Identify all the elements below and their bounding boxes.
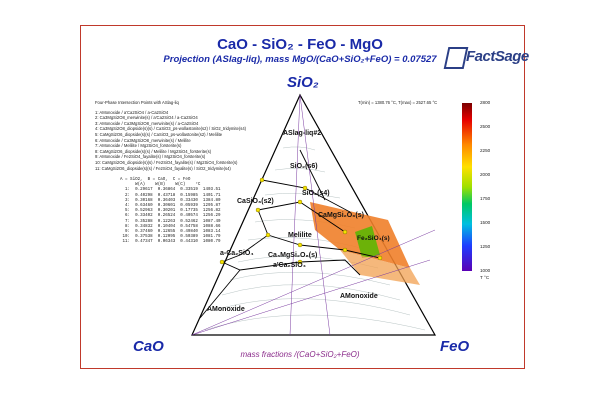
region-label-amono1: AMonoxide [207, 306, 245, 313]
legend-item: 5: CaMgSi2O6_diopside(s)(s) / CaSiO3_ps-… [95, 131, 223, 137]
join-line [299, 94, 331, 336]
legend-item: 7: AMonoxide / Melilite / Mg2SiO4_forste… [95, 143, 182, 149]
intersection-point [219, 259, 225, 265]
boundary-line [221, 234, 269, 263]
boundary-line [257, 209, 301, 246]
colorbar-tick: 2250 [480, 148, 491, 153]
isotherm [282, 146, 316, 151]
legend-item: 11: CaMgSi2O6_diopside(s)(s) / Fe2SiO4_f… [95, 165, 231, 171]
table-row: 1: 0.29617 0.36864 0.33519 1403.51 [120, 188, 221, 193]
table-row: 4: 0.63460 0.30601 0.05939 1295.87 [120, 204, 221, 209]
region-label-camgsi: CaMgSi₂O₆(s) [318, 212, 364, 219]
table-row: 11: 0.47347 0.06343 0.44310 1080.79 [120, 240, 221, 245]
intersection-point [302, 185, 308, 191]
region-label-fe2sio4: Fe₂SiO₄(s) [357, 235, 390, 242]
intersection-point [297, 199, 303, 205]
region-label-aslag: ASlag-liq#2 [283, 130, 322, 137]
intersection-point [377, 255, 383, 261]
compound-joins [191, 94, 436, 336]
figure-frame [80, 25, 525, 369]
table-row: 9: 0.37460 0.12655 0.49840 1083.14 [120, 230, 221, 235]
legend-item: 10: CaMgSi2O6_diopside(s)(s) / Fe2SiO4_f… [95, 159, 238, 165]
colorbar-tick: 1250 [480, 244, 491, 249]
intersection-point [265, 232, 271, 238]
isotherm [274, 168, 326, 173]
colorbar-tick: 1750 [480, 196, 491, 201]
region-label-aca2b: a'Ca₂SiO₄ [273, 262, 307, 269]
table-header: W(A) W(B) W(C) °C [120, 183, 201, 188]
join-line [191, 229, 436, 336]
legend-item: 1: AMonoxide / a'Ca2SiO4 / a-Ca2SiO4 [95, 109, 169, 115]
isotherm [264, 192, 341, 199]
isotherm [229, 271, 391, 286]
intersection-table: A = SiO2, B = CaO, C = FeO W(A) W(B) W(C… [120, 178, 221, 246]
table-row: 6: 0.33402 0.26524 0.40574 1256.29 [120, 214, 221, 219]
logo-text: FactSage [466, 48, 529, 65]
table-legend: A = SiO2, B = CaO, C = FeO [120, 178, 191, 182]
table-row: 3: 0.30168 0.36403 0.33430 1384.80 [120, 198, 221, 203]
colorbar-unit: T °C [480, 275, 490, 280]
table-row: 10: 0.37538 0.12095 0.50389 1081.79 [120, 235, 221, 240]
region-label-melilite: Melilite [288, 232, 312, 239]
table-row: 8: 0.34832 0.10404 0.54758 1088.66 [120, 224, 221, 229]
boundary-line [299, 149, 326, 201]
region-label-ca3mg: Ca₃MgSi₂O₈(s) [268, 252, 318, 259]
temperature-range: T(min) = 1380.76 °C, T(max) = 2527.65 °C [358, 100, 438, 105]
table-body: W(A) W(B) W(C) °C 1: 0.29617 0.36864 0.3… [120, 183, 221, 245]
legend-item: 8: CaMgSi2O6_diopside(s)(s) / Melilite /… [95, 148, 212, 154]
legend-item: 2: Ca3MgSi2O8_merwinite(s) / a'Ca2SiO4 /… [95, 115, 198, 121]
join-line [191, 259, 431, 336]
diagram-title: CaO - SiO₂ - FeO - MgO [217, 36, 383, 53]
colorbar-tick: 2500 [480, 124, 491, 129]
intersection-point [342, 247, 348, 253]
intersection-point [259, 177, 265, 183]
legend-item: 3: AMonoxide / Ca3MgSi2O8_merwinite(s) /… [95, 120, 199, 126]
boundary-line [199, 269, 241, 319]
vertex-label-cao: CaO [133, 338, 164, 355]
legend-item: 6: AMonoxide / Ca3MgSi2O8_merwinite(s) /… [95, 137, 191, 143]
legend-item: 9: AMonoxide / Fe2SiO4_fayalite(s) / Mg2… [95, 154, 206, 160]
table-row: 5: 0.52963 0.30201 0.17735 1256.82 [120, 209, 221, 214]
green-liquidus-band [355, 226, 380, 258]
isotherm [221, 284, 401, 301]
intersection-point [297, 242, 303, 248]
legend-item: 4: Ca3MgSi2O8_diopside(s)(s) / CaSiO3_ps… [95, 126, 247, 132]
diagram-subtitle: Projection (ASlag-liq), mass MgO/(CaO+Si… [163, 54, 437, 65]
axis-label: mass fractions /(CaO+SiO₂+FeO) [240, 350, 360, 359]
intersection-point [297, 259, 303, 265]
legend: Four-Phase Intersection Points with ASla… [95, 100, 246, 171]
vertex-label-sio2: SiO₂ [287, 74, 319, 91]
temperature-colorbar [462, 103, 472, 271]
boundary-line [299, 259, 361, 276]
ternary-triangle [191, 93, 437, 336]
vertex-label-feo: FeO [440, 338, 470, 355]
colorbar-tick: 1500 [480, 220, 491, 225]
region-label-amono2: AMonoxide [340, 293, 378, 300]
colorbar-tick: 2800 [480, 100, 491, 105]
region-label-sio2s6: SiO₂(s6) [290, 163, 318, 170]
region-label-casio3: CaSiO₃(s2) [237, 198, 274, 205]
factsage-logo: FactSage [443, 44, 529, 70]
isotherm [204, 314, 426, 331]
intersection-point [342, 229, 348, 235]
table-row: 7: 0.35288 0.12263 0.52462 1087.40 [120, 219, 221, 224]
fe2sio4-lower-field [340, 250, 420, 285]
join-line [289, 94, 301, 336]
table-row: 2: 0.40298 0.43718 0.15985 1401.71 [120, 193, 221, 198]
intersection-points [219, 177, 383, 265]
region-label-sio2s4: SiO₂(s4) [302, 190, 330, 197]
colorbar-tick: 1000 [480, 268, 491, 273]
intersection-point [255, 207, 261, 213]
legend-header: Four-Phase Intersection Points with ASla… [95, 100, 179, 105]
region-label-aca2: a-Ca₂SiO₄ [220, 250, 254, 257]
colorbar-tick: 2000 [480, 172, 491, 177]
